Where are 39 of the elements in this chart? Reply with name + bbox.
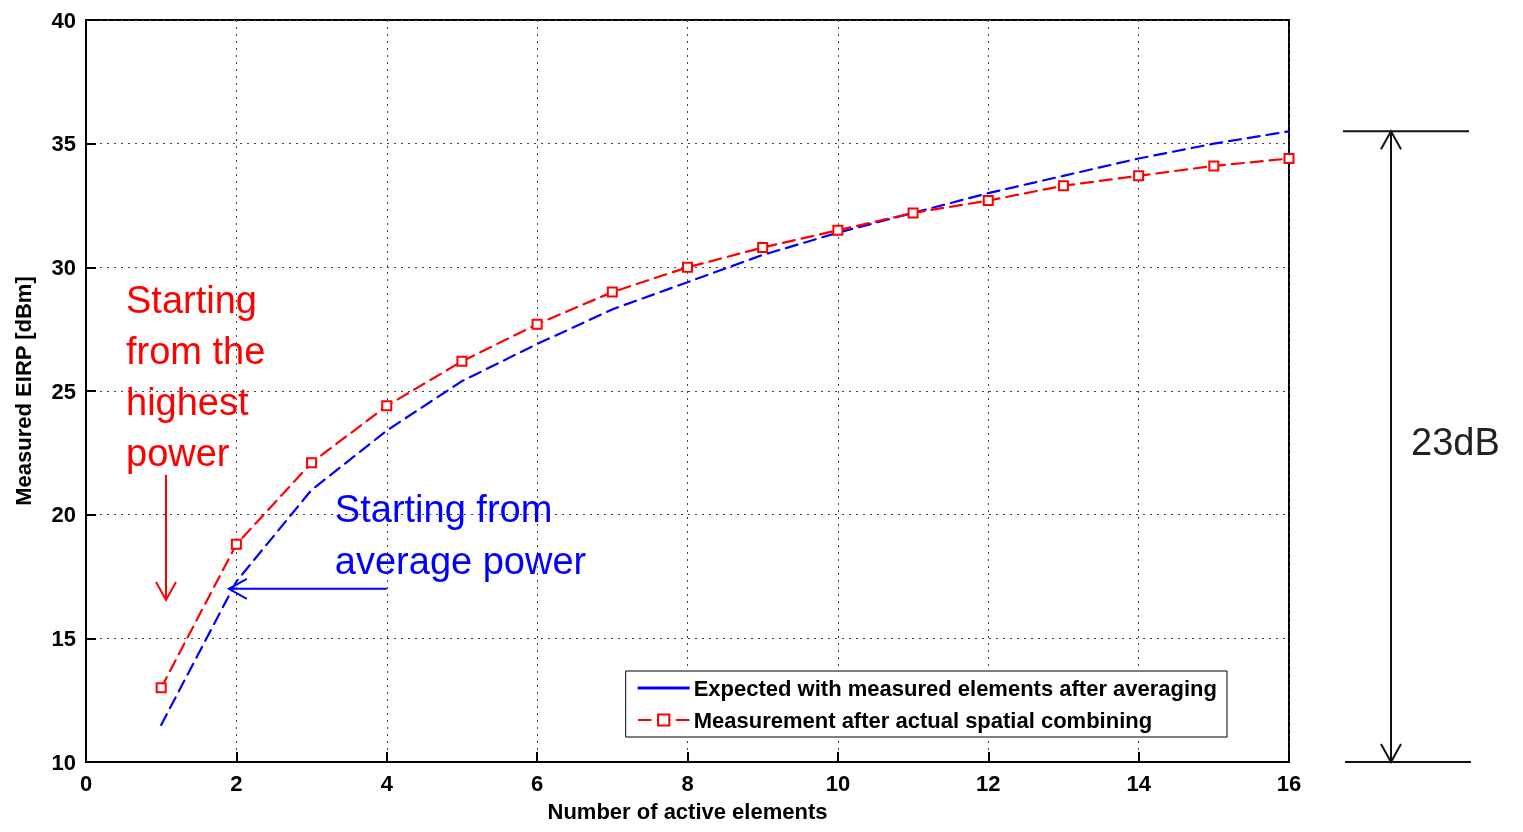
y-tick-label: 25 xyxy=(51,378,76,404)
y-axis-title: Measured EIRP [dBm] xyxy=(10,276,36,506)
x-tick-label: 0 xyxy=(79,770,93,796)
x-tick-label: 14 xyxy=(1126,770,1152,796)
y-tick-label: 30 xyxy=(51,254,76,280)
y-tick-label: 40 xyxy=(51,7,76,33)
x-tick-label: 2 xyxy=(230,770,243,796)
annotation: Starting from average power xyxy=(334,487,587,582)
point xyxy=(381,400,393,412)
x-tick-label: 4 xyxy=(380,770,394,796)
point xyxy=(306,457,318,469)
point xyxy=(757,242,769,254)
text: 23dB xyxy=(1411,420,1500,463)
x-tick-label: 16 xyxy=(1276,770,1302,796)
x-axis-title: Number of active elements xyxy=(547,798,828,824)
y-tick-label: 15 xyxy=(51,625,76,651)
x-tick-label: 8 xyxy=(681,770,694,796)
point xyxy=(1283,153,1295,165)
point xyxy=(1133,170,1145,182)
y-tick-label: 20 xyxy=(51,502,76,528)
point xyxy=(155,682,167,694)
point xyxy=(230,538,242,550)
point xyxy=(682,261,693,273)
y-tick-label: 35 xyxy=(51,131,76,157)
x-tick-label: 12 xyxy=(976,770,1001,796)
point xyxy=(1208,160,1220,172)
x-tick-label: 10 xyxy=(825,770,851,796)
y-tick-label: 10 xyxy=(51,749,76,775)
point xyxy=(456,355,468,367)
annotation: Starting from the highest power xyxy=(126,278,276,474)
point xyxy=(606,286,618,298)
point xyxy=(1057,180,1069,192)
point xyxy=(982,195,994,207)
point xyxy=(907,207,919,219)
point xyxy=(832,224,844,236)
point xyxy=(531,318,543,330)
x-tick-label: 6 xyxy=(531,770,544,796)
legend-label: Measurement after actual spatial combining xyxy=(693,707,1153,733)
legend-label: Expected with measured elements after averaging xyxy=(693,675,1218,701)
